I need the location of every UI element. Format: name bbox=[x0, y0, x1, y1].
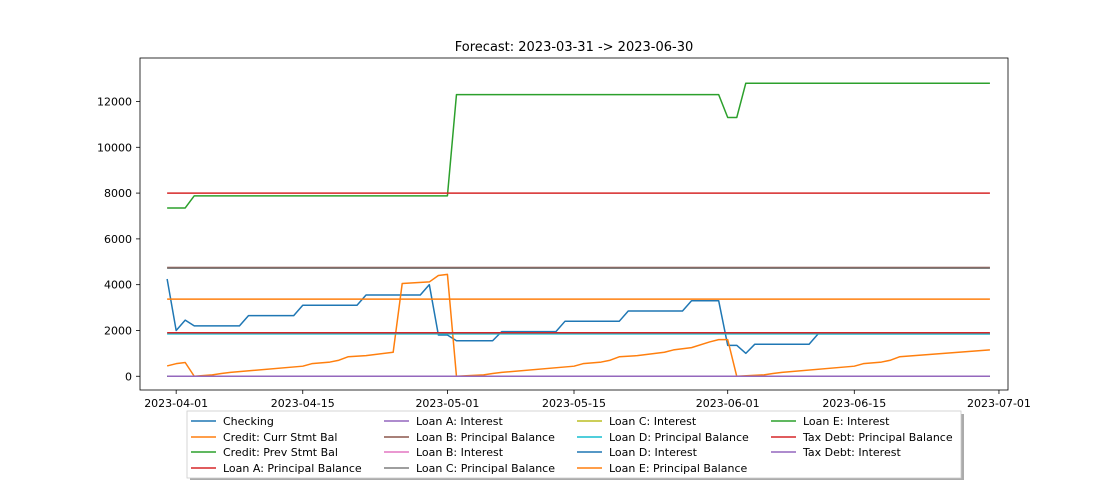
legend-entry-loan-e-principal-balance: Loan E: Principal Balance bbox=[577, 462, 748, 475]
y-tick-label: 6000 bbox=[104, 233, 132, 246]
series-line-credit-prev-stmt-bal bbox=[167, 82, 990, 209]
series-line-checking bbox=[166, 278, 990, 355]
legend-entry-loan-d-interest: Loan D: Interest bbox=[577, 446, 698, 459]
legend-label: Checking bbox=[223, 415, 274, 428]
x-tick-label: 2023-05-01 bbox=[415, 397, 479, 410]
legend-entry-loan-e-interest: Loan E: Interest bbox=[771, 415, 890, 428]
y-tick-label: 10000 bbox=[97, 141, 132, 154]
chart-title: Forecast: 2023-03-31 -> 2023-06-30 bbox=[455, 40, 693, 55]
y-tick-label: 4000 bbox=[104, 279, 132, 292]
y-tick-label: 0 bbox=[125, 370, 132, 383]
legend-entry-loan-d-principal-balance: Loan D: Principal Balance bbox=[577, 431, 749, 444]
series-line-credit-curr-stmt-bal bbox=[166, 273, 990, 378]
legend-label: Loan D: Interest bbox=[609, 446, 698, 459]
x-tick-label: 2023-04-01 bbox=[144, 397, 208, 410]
legend-label: Loan C: Principal Balance bbox=[416, 462, 555, 475]
legend-label: Loan E: Principal Balance bbox=[609, 462, 748, 475]
legend-entry-loan-b-principal-balance: Loan B: Principal Balance bbox=[384, 431, 555, 444]
x-tick-label: 2023-04-15 bbox=[271, 397, 335, 410]
y-tick-label: 2000 bbox=[104, 324, 132, 337]
y-tick-label: 8000 bbox=[104, 187, 132, 200]
x-axis: 2023-04-01 2023-04-15 2023-05-01 2023-05-15… bbox=[144, 390, 1031, 410]
legend-label: Loan A: Interest bbox=[416, 415, 503, 428]
legend-label: Loan B: Principal Balance bbox=[416, 431, 555, 444]
x-tick-label: 2023-07-01 bbox=[967, 397, 1031, 410]
legend-entry-tax-debt-principal-balance: Tax Debt: Principal Balance bbox=[771, 431, 953, 444]
legend-label: Loan D: Principal Balance bbox=[609, 431, 749, 444]
legend-entry-credit-curr-stmt-bal: Credit: Curr Stmt Bal bbox=[191, 431, 337, 444]
legend-entry-loan-c-interest: Loan C: Interest bbox=[577, 415, 697, 428]
legend-label: Tax Debt: Interest bbox=[802, 446, 901, 459]
y-tick-label: 12000 bbox=[97, 96, 132, 109]
legend-entry-loan-a-principal-balance: Loan A: Principal Balance bbox=[191, 462, 362, 475]
legend: Checking Credit: Curr Stmt Bal Credit: Pre… bbox=[186, 410, 964, 480]
legend-entry-tax-debt-interest: Tax Debt: Interest bbox=[771, 446, 901, 459]
x-tick-label: 2023-05-15 bbox=[542, 397, 606, 410]
legend-entry-loan-a-interest: Loan A: Interest bbox=[384, 415, 503, 428]
x-tick-label: 2023-06-01 bbox=[696, 397, 760, 410]
x-tick-label: 2023-06-15 bbox=[822, 397, 886, 410]
legend-entry-loan-c-principal-balance: Loan C: Principal Balance bbox=[384, 462, 555, 475]
legend-label: Credit: Curr Stmt Bal bbox=[223, 431, 337, 444]
legend-label: Loan B: Interest bbox=[416, 446, 504, 459]
legend-label: Loan C: Interest bbox=[609, 415, 697, 428]
plot-lines bbox=[166, 82, 990, 378]
legend-label: Credit: Prev Stmt Bal bbox=[223, 446, 338, 459]
legend-entry-checking: Checking bbox=[191, 415, 274, 428]
legend-label: Loan E: Interest bbox=[803, 415, 890, 428]
legend-label: Loan A: Principal Balance bbox=[223, 462, 362, 475]
legend-items: Checking Credit: Curr Stmt Bal Credit: Pre… bbox=[191, 415, 953, 475]
legend-label: Tax Debt: Principal Balance bbox=[802, 431, 953, 444]
y-axis: 0 2000 4000 6000 8000 10000 12000 bbox=[97, 96, 140, 383]
legend-entry-loan-b-interest: Loan B: Interest bbox=[384, 446, 504, 459]
legend-entry-credit-prev-stmt-bal: Credit: Prev Stmt Bal bbox=[191, 446, 338, 459]
legend-box bbox=[186, 410, 962, 479]
